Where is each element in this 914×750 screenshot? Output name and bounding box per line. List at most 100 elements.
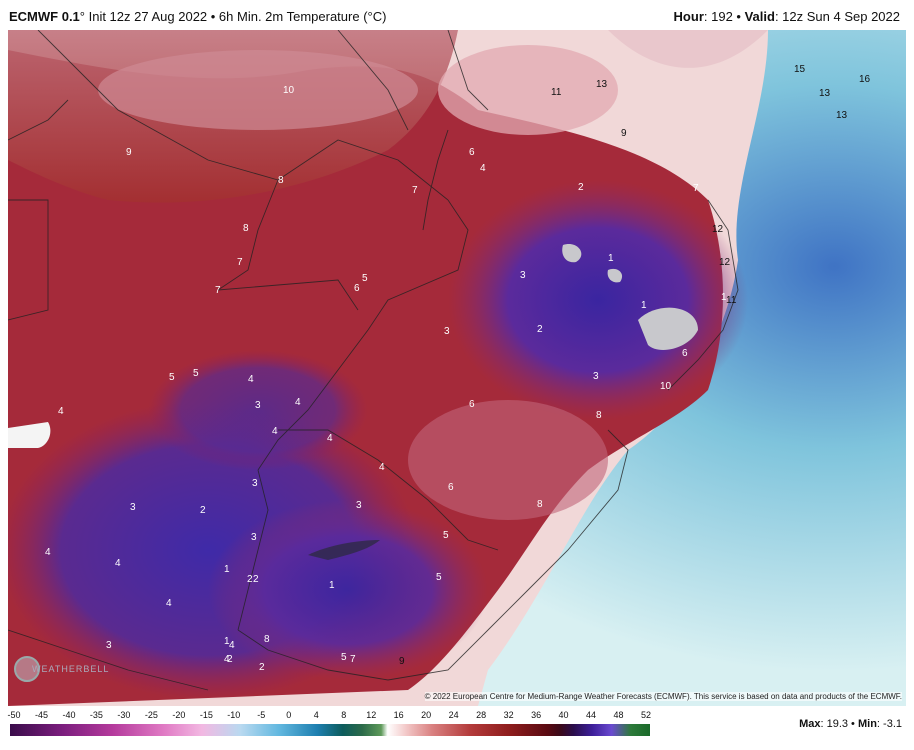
map-label: 9 — [621, 128, 627, 139]
legend-tick-label: 32 — [503, 710, 514, 720]
legend-tick-label: -45 — [34, 710, 48, 720]
legend-color-bar — [10, 724, 650, 736]
run-info: ° Init 12z 27 Aug 2022 • 6h Min. 2m Temp… — [79, 9, 387, 24]
map-label: 7 — [693, 183, 699, 194]
min-label: Min — [857, 718, 877, 730]
map-label: 6 — [354, 283, 360, 294]
hour-label: Hour — [673, 9, 704, 24]
map-label: 9 — [399, 656, 405, 667]
legend-tick-label: -10 — [227, 710, 241, 720]
legend-tick-label: 12 — [366, 710, 377, 720]
map-label: 7 — [350, 654, 356, 665]
map-label: 3 — [251, 532, 257, 543]
map-label: 12 — [719, 257, 731, 268]
map-label: 4 — [58, 406, 64, 417]
legend-tick-label: 28 — [476, 710, 487, 720]
map-label: 4 — [327, 433, 333, 444]
legend-tick-label: 40 — [558, 710, 569, 720]
map-label: 2 — [227, 654, 233, 665]
legend-tick-label: 4 — [313, 710, 319, 720]
logo-text: WEATHERBELL — [32, 664, 110, 674]
map-label: 3 — [255, 400, 261, 411]
contour-value-labels: 9 10 11 13 15 16 13 13 9 6 4 7 8 8 7 7 5… — [45, 64, 871, 673]
map-label: 3 — [444, 326, 450, 337]
map-label: 4 — [480, 163, 486, 174]
map-label: 1 — [224, 564, 230, 575]
map-label: 7 — [412, 185, 418, 196]
map-label: 8 — [264, 634, 270, 645]
legend-tick-label: 36 — [531, 710, 542, 720]
map-label: 7 — [237, 257, 243, 268]
map-label: 13 — [836, 110, 848, 121]
map-header: ECMWF 0.1° Init 12z 27 Aug 2022 • 6h Min… — [0, 0, 914, 30]
map-label: 3 — [520, 270, 526, 281]
map-label: 1 — [608, 253, 614, 264]
hour-value: : 192 • — [703, 9, 745, 24]
legend-tick-label: -5 — [257, 710, 266, 720]
valid-value: : 12z Sun 4 Sep 2022 — [774, 9, 900, 24]
legend-tick-label: -40 — [62, 710, 76, 720]
legend-tick-label: 52 — [640, 710, 652, 720]
map-label: 4 — [272, 426, 278, 437]
map-canvas: 9 10 11 13 15 16 13 13 9 6 4 7 8 8 7 7 5… — [8, 30, 906, 706]
map-label: 4 — [166, 598, 172, 609]
map-label: 4 — [379, 462, 385, 473]
map-label: 5 — [169, 372, 175, 383]
temperature-map: 9 10 11 13 15 16 13 13 9 6 4 7 8 8 7 7 5… — [8, 30, 906, 706]
map-label: 16 — [859, 74, 871, 85]
map-label: 1 — [224, 636, 230, 647]
map-label: 5 — [341, 652, 347, 663]
min-value: : -3.1 — [876, 718, 902, 730]
map-label: 5 — [443, 530, 449, 541]
color-legend: -50 -45 -40 -35 -30 -25 -20 -15 -10 -5 0 4 8 12 16 20 24… — [7, 710, 658, 744]
map-label: 3 — [593, 371, 599, 382]
max-value: : 19.3 • — [820, 718, 858, 730]
map-label: 1 — [641, 300, 647, 311]
map-label: 13 — [819, 88, 831, 99]
map-label: 10 — [283, 85, 295, 96]
legend-tick-label: 44 — [586, 710, 597, 720]
map-label: 8 — [596, 410, 602, 421]
map-label: 11 — [551, 87, 562, 98]
map-label: 11 — [726, 295, 737, 306]
weatherbell-logo: WEATHERBELL — [14, 656, 108, 682]
map-label: 6 — [469, 147, 475, 158]
map-label: 5 — [362, 273, 368, 284]
legend-tick-label: -50 — [7, 710, 21, 720]
map-label: 15 — [794, 64, 806, 75]
map-label: 2 — [259, 662, 265, 673]
legend-tick-label: -20 — [172, 710, 186, 720]
legend-tick-label: -15 — [199, 710, 213, 720]
map-label: 6 — [469, 399, 475, 410]
max-min-readout: Max: 19.3 • Min: -3.1 — [799, 718, 902, 730]
map-label: 4 — [115, 558, 121, 569]
legend-tick-label: 16 — [393, 710, 404, 720]
map-label: 2 — [537, 324, 543, 335]
country-borders — [8, 30, 739, 691]
map-label: 13 — [596, 79, 608, 90]
map-label: 2 — [200, 505, 206, 516]
model-name: ECMWF 0.1 — [9, 9, 80, 24]
map-label: 6 — [682, 348, 688, 359]
map-label: 2 — [253, 574, 259, 585]
header-title: ECMWF 0.1° Init 12z 27 Aug 2022 • 6h Min… — [9, 9, 386, 24]
map-label: 8 — [537, 499, 543, 510]
map-label: 6 — [448, 482, 454, 493]
header-valid-time: Hour: 192 • Valid: 12z Sun 4 Sep 2022 — [674, 9, 900, 24]
map-label: 12 — [712, 224, 724, 235]
legend-ticks: -50 -45 -40 -35 -30 -25 -20 -15 -10 -5 0 4 8 12 16 20 24… — [7, 710, 658, 722]
map-label: 4 — [229, 640, 235, 651]
max-label: Max — [799, 718, 821, 730]
legend-tick-label: -30 — [117, 710, 131, 720]
logo-circle-icon — [14, 656, 40, 682]
map-label: 1 — [329, 580, 335, 591]
map-label: 4 — [45, 547, 51, 558]
map-label: 2 — [247, 574, 253, 585]
map-label: 2 — [578, 182, 584, 193]
valid-label: Valid — [744, 9, 775, 24]
map-label: 8 — [278, 175, 284, 186]
map-label: 4 — [248, 374, 254, 385]
map-label: 10 — [660, 381, 672, 392]
map-label: 9 — [126, 147, 132, 158]
legend-tick-label: -35 — [89, 710, 103, 720]
